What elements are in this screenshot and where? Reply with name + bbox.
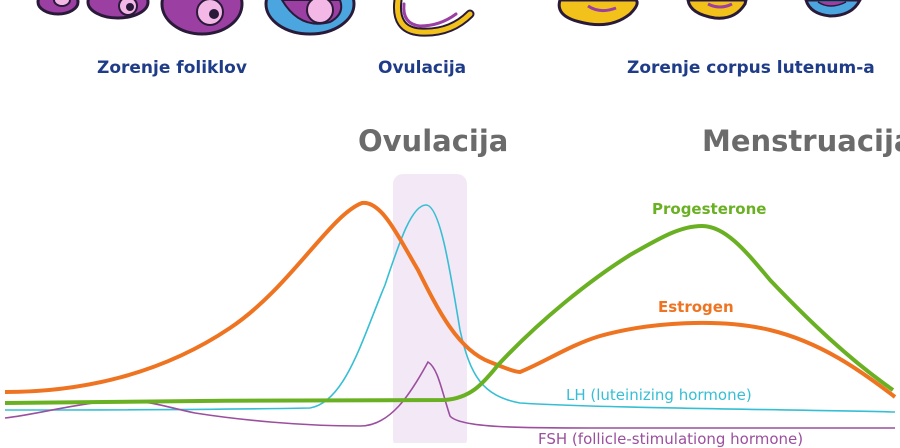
progesterone-curve (4, 223, 895, 405)
lh-label: LH (luteinizing hormone) (566, 386, 752, 404)
estrogen-curve (4, 200, 897, 399)
follicle-medium-illustration (86, 0, 150, 20)
corpus-luteum-mid-illustration (686, 0, 748, 20)
ovulation-rupture-illustration (392, 0, 475, 37)
corpus-luteum-late-illustration (804, 0, 862, 18)
phase-label-corpus-luteum: Zorenje corpus lutenum-a (627, 58, 875, 78)
follicle-mature-illustration (264, 0, 356, 36)
phase-label-ovulation: Ovulacija (378, 58, 467, 78)
lh-curve (4, 204, 896, 413)
estrogen-label: Estrogen (658, 298, 734, 316)
illustrations-row (36, 0, 862, 37)
menstruation-marker-label: Menstruacija (702, 124, 900, 158)
ovulation-marker-label: Ovulacija (358, 124, 509, 158)
phase-label-follicle: Zorenje foliklov (97, 58, 247, 78)
follicle-small-illustration (36, 0, 80, 16)
ovulation-band (393, 174, 467, 443)
progesterone-label: Progesterone (652, 200, 767, 218)
follicle-large-illustration (160, 0, 244, 36)
corpus-luteum-early-illustration (557, 0, 639, 27)
fsh-label: FSH (follicle-stimulationg hormone) (538, 430, 804, 448)
